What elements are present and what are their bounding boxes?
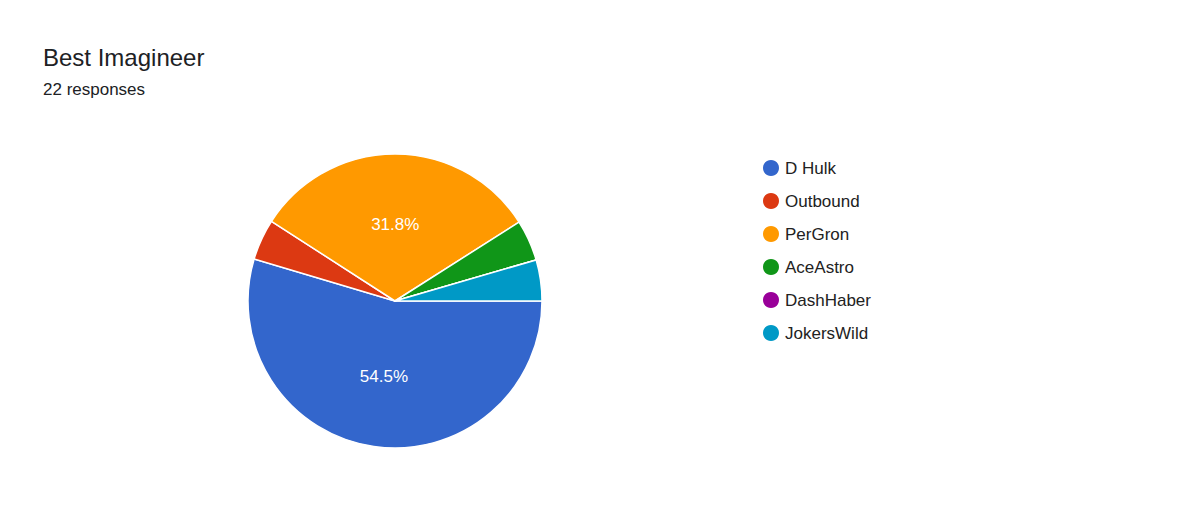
svg-text:DashHaber: DashHaber xyxy=(785,291,871,310)
svg-text:JokersWild: JokersWild xyxy=(785,324,868,343)
svg-text:31.8%: 31.8% xyxy=(371,215,419,234)
svg-text:PerGron: PerGron xyxy=(785,225,849,244)
svg-text:D Hulk: D Hulk xyxy=(785,159,837,178)
svg-text:54.5%: 54.5% xyxy=(360,367,408,386)
svg-text:AceAstro: AceAstro xyxy=(785,258,854,277)
svg-text:Outbound: Outbound xyxy=(785,192,860,211)
svg-text:Best Imagineer: Best Imagineer xyxy=(43,44,204,71)
svg-text:22 responses: 22 responses xyxy=(43,80,145,99)
